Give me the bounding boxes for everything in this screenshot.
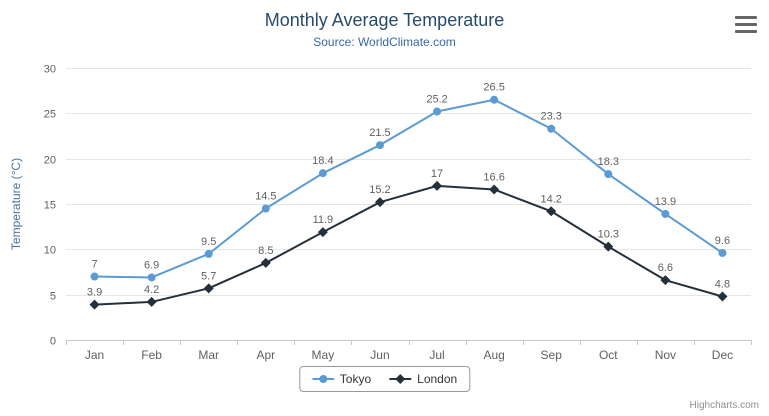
x-axis (66, 340, 752, 345)
data-point-marker (374, 197, 385, 208)
data-label: 16.6 (483, 171, 504, 183)
y-axis-title: Temperature (°C) (9, 157, 23, 251)
data-label: 11.9 (313, 214, 334, 226)
data-label: 18.4 (312, 155, 333, 167)
data-point-marker (546, 206, 557, 217)
data-point-marker (147, 273, 156, 282)
data-point-marker (489, 184, 500, 195)
data-point-marker (203, 283, 214, 294)
svg-text:Dec: Dec (712, 348, 733, 362)
x-axis-labels: Jan Feb Mar Apr May Jun Jul Aug Sep Oct Nov Dec (85, 348, 733, 362)
data-label: 4.2 (144, 284, 159, 296)
svg-text:Apr: Apr (256, 348, 275, 362)
data-point-marker (432, 180, 443, 191)
data-point-marker (490, 95, 499, 104)
svg-text:25: 25 (44, 109, 56, 121)
data-point-marker (661, 209, 670, 218)
data-label: 25.2 (426, 94, 447, 106)
data-point-marker (261, 204, 270, 213)
data-label: 10.3 (598, 229, 619, 241)
circle-marker-icon (311, 375, 334, 383)
data-label: 3.9 (87, 287, 102, 299)
data-label: 17 (431, 168, 443, 180)
gridlines (66, 68, 751, 296)
svg-text:Mar: Mar (198, 348, 219, 362)
diamond-marker-icon (389, 374, 412, 384)
data-label: 14.5 (255, 191, 276, 203)
data-point-marker (318, 169, 327, 178)
data-label: 8.5 (258, 245, 273, 257)
legend-item-label: Tokyo (339, 372, 372, 386)
hamburger-bar (735, 16, 757, 19)
svg-text:Feb: Feb (141, 348, 162, 362)
svg-text:30: 30 (44, 64, 56, 76)
data-point-marker (204, 249, 213, 258)
data-label: 4.8 (715, 278, 730, 290)
svg-text:Oct: Oct (599, 348, 618, 362)
svg-text:10: 10 (44, 245, 56, 257)
data-point-marker (603, 241, 614, 252)
svg-text:15: 15 (44, 200, 56, 212)
chart-subtitle: Source: WorldClimate.com (313, 35, 456, 49)
data-point-marker (660, 275, 671, 286)
legend-item-london[interactable]: London (389, 372, 457, 386)
data-point-marker (375, 141, 384, 150)
svg-text:Nov: Nov (655, 348, 676, 362)
hamburger-bar (735, 30, 757, 33)
data-label: 21.5 (369, 127, 390, 139)
hamburger-bar (735, 23, 757, 26)
data-point-marker (604, 170, 613, 179)
data-label: 7 (91, 259, 97, 271)
legend: Tokyo London (298, 366, 471, 392)
svg-text:5: 5 (50, 291, 56, 303)
data-point-marker (433, 107, 442, 116)
data-point-marker (317, 227, 328, 238)
svg-text:20: 20 (44, 155, 56, 167)
data-point-marker (718, 248, 727, 257)
svg-text:0: 0 (50, 336, 56, 348)
data-label: 23.3 (540, 111, 561, 123)
data-label: 6.6 (658, 262, 673, 274)
svg-text:Sep: Sep (541, 348, 563, 362)
svg-text:Jun: Jun (370, 348, 389, 362)
hamburger-menu-icon[interactable] (735, 16, 757, 33)
data-point-marker (260, 257, 271, 268)
legend-item-label: London (417, 372, 458, 386)
chart-title: Monthly Average Temperature (264, 10, 505, 30)
series-tokyo: 7 6.9 9.5 14.5 18.4 21.5 25.2 26.5 23.3 18.3 13.9 9… (90, 82, 730, 282)
data-label: 9.6 (715, 235, 730, 247)
data-point-marker (547, 124, 556, 133)
data-point-marker (89, 299, 100, 310)
data-point-marker (717, 291, 728, 302)
data-label: 15.2 (369, 184, 390, 196)
svg-text:Jan: Jan (85, 348, 104, 362)
data-label: 14.2 (540, 193, 561, 205)
data-point-marker (90, 272, 99, 281)
data-label: 6.9 (144, 259, 159, 271)
svg-text:May: May (312, 348, 335, 362)
data-label: 9.5 (201, 236, 216, 248)
svg-text:Jul: Jul (429, 348, 444, 362)
data-point-marker (146, 296, 157, 307)
data-label: 13.9 (655, 196, 676, 208)
y-axis-labels: 0 5 10 15 20 25 30 (44, 64, 56, 348)
data-label: 5.7 (201, 270, 216, 282)
legend-item-tokyo[interactable]: Tokyo (311, 372, 372, 386)
credits[interactable]: Highcharts.com (689, 400, 759, 411)
data-label: 18.3 (598, 156, 619, 168)
svg-text:Aug: Aug (483, 348, 504, 362)
series-london: 3.9 4.2 5.7 8.5 11.9 15.2 17 16.6 14.2 10.3 6.6 4.8 (87, 168, 730, 310)
data-label: 26.5 (483, 82, 504, 94)
